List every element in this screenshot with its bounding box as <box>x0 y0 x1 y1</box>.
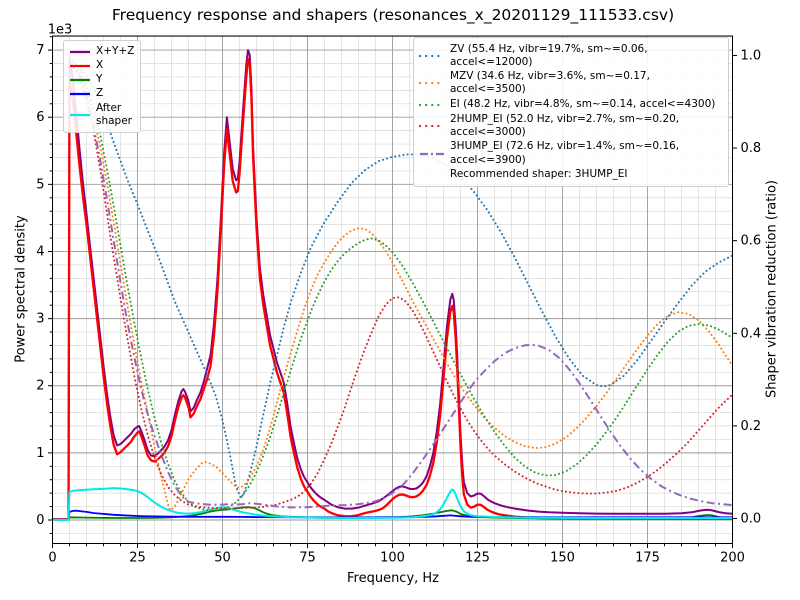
legend-line-sample <box>419 54 445 57</box>
legend-item-z: Z <box>69 87 134 100</box>
legend-item-label: Y <box>96 73 103 86</box>
legend-item-label: ZV (55.4 Hz, vibr=19.7%, sm~=0.06, accel… <box>450 42 648 68</box>
x-tick-label: 200 <box>720 550 745 565</box>
series-group <box>52 49 733 521</box>
legend-item-hump2: 2HUMP_EI (52.0 Hz, vibr=2.7%, sm~=0.20, … <box>419 113 722 139</box>
legend-footer-label: Recommended shaper: 3HUMP_EI <box>450 168 628 181</box>
legend-item-label: X <box>96 59 104 72</box>
legend-item-zv: ZV (55.4 Hz, vibr=19.7%, sm~=0.06, accel… <box>419 43 722 69</box>
series-hump3 <box>68 60 733 509</box>
x-axis-label: Frequency, Hz <box>346 571 440 586</box>
legend-item-sum: X+Y+Z <box>69 45 134 58</box>
legend-line-sample <box>70 50 90 53</box>
y2-tick-label: 1.0 <box>741 48 762 63</box>
legend-item-label: 2HUMP_EI (52.0 Hz, vibr=2.7%, sm~=0.20, … <box>450 112 680 138</box>
y-tick-label: 0 <box>36 513 44 528</box>
y-tick-label: 7 <box>36 43 44 58</box>
legend-item-label: X+Y+Z <box>96 45 135 57</box>
y2-tick-label: 0.8 <box>741 141 762 156</box>
legend-item-y: Y <box>69 73 134 86</box>
series-mzv <box>68 59 733 512</box>
legend-line-sample <box>419 103 445 106</box>
legend-item-after: After shaper <box>69 102 134 128</box>
y2-tick-label: 0.4 <box>741 326 762 341</box>
y-tick-label: 1 <box>36 446 44 461</box>
y2-tick-label: 0.2 <box>741 419 762 434</box>
x-tick-label: 150 <box>550 550 575 565</box>
legend-item-mzv: MZV (34.6 Hz, vibr=3.6%, sm~=0.17, accel… <box>419 70 722 96</box>
legend-item-label: MZV (34.6 Hz, vibr=3.6%, sm~=0.17, accel… <box>450 70 650 96</box>
legend-item-x: X <box>69 59 134 72</box>
y-axis-label-right: Shaper vibration reduction (ratio) <box>764 180 780 398</box>
legend-psd: X+Y+Z X Y Z After shaper <box>63 40 142 133</box>
y-tick-label: 5 <box>36 177 44 192</box>
series-hump2 <box>68 60 733 510</box>
legend-item-label: After shaper <box>96 101 133 127</box>
legend-line-sample <box>70 78 90 81</box>
legend-line-sample <box>70 113 90 116</box>
y-tick-label: 6 <box>36 110 44 125</box>
y-axis-offset-label: 1e3 <box>47 22 73 38</box>
legend-line-sample <box>70 92 90 96</box>
x-tick-label: 50 <box>214 550 231 565</box>
series-after <box>52 487 733 521</box>
y-tick-label: 3 <box>36 312 44 327</box>
series-x <box>52 57 733 521</box>
legend-item-label: Z <box>96 87 104 100</box>
series-zv <box>68 56 733 500</box>
y-axis-label-left: Power spectral density <box>13 215 29 363</box>
x-tick-label: 75 <box>299 550 316 565</box>
y2-tick-label: 0.6 <box>741 234 762 249</box>
chart-title: Frequency response and shapers (resonanc… <box>111 6 675 24</box>
x-tick-label: 175 <box>635 550 660 565</box>
x-tick-label: 100 <box>380 550 405 565</box>
y-tick-label: 2 <box>36 379 44 394</box>
y-tick-label: 4 <box>36 244 44 259</box>
legend-line-sample <box>70 64 90 67</box>
x-tick-label: 0 <box>48 550 56 565</box>
legend-item-label: EI (48.2 Hz, vibr=4.8%, sm~=0.14, accel<… <box>450 98 716 110</box>
legend-line-sample <box>420 152 444 155</box>
legend-line-sample <box>419 124 445 127</box>
y2-tick-label: 0.0 <box>741 511 762 526</box>
legend-item-ei: EI (48.2 Hz, vibr=4.8%, sm~=0.14, accel<… <box>419 98 722 111</box>
legend-item-label: 3HUMP_EI (72.6 Hz, vibr=1.4%, sm~=0.16, … <box>450 140 680 166</box>
legend-recommended-shaper: Recommended shaper: 3HUMP_EI <box>419 168 722 181</box>
legend-item-hump3: 3HUMP_EI (72.6 Hz, vibr=1.4%, sm~=0.16, … <box>419 140 722 166</box>
legend-line-sample <box>419 82 445 85</box>
x-tick-label: 25 <box>129 550 146 565</box>
legend-line-sample <box>419 172 445 178</box>
legend-shapers: ZV (55.4 Hz, vibr=19.7%, sm~=0.06, accel… <box>413 37 729 187</box>
series-ei <box>68 59 733 512</box>
x-tick-label: 125 <box>465 550 490 565</box>
series-sum <box>52 49 733 520</box>
